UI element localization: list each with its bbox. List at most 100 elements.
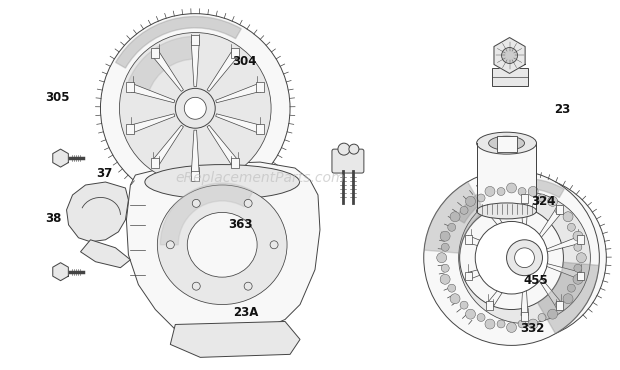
Circle shape — [555, 301, 563, 309]
Polygon shape — [216, 84, 260, 103]
Circle shape — [443, 176, 606, 339]
Circle shape — [577, 253, 587, 263]
Circle shape — [567, 223, 575, 231]
Circle shape — [349, 144, 359, 154]
Circle shape — [502, 47, 518, 64]
Wedge shape — [456, 178, 564, 223]
Circle shape — [563, 294, 573, 304]
Wedge shape — [424, 182, 485, 253]
Wedge shape — [466, 195, 525, 243]
Wedge shape — [116, 17, 241, 68]
Ellipse shape — [489, 136, 525, 150]
Polygon shape — [53, 149, 68, 167]
Circle shape — [567, 284, 575, 292]
FancyBboxPatch shape — [256, 124, 264, 134]
Polygon shape — [488, 273, 514, 306]
Polygon shape — [521, 278, 528, 316]
Ellipse shape — [145, 165, 299, 199]
Text: 38: 38 — [45, 212, 61, 225]
FancyBboxPatch shape — [151, 158, 159, 168]
Circle shape — [518, 188, 526, 195]
Circle shape — [423, 170, 600, 346]
FancyBboxPatch shape — [126, 82, 135, 92]
Circle shape — [440, 274, 450, 284]
Circle shape — [450, 294, 460, 304]
Circle shape — [448, 223, 456, 231]
Text: 23: 23 — [554, 103, 570, 116]
Polygon shape — [191, 42, 199, 87]
Circle shape — [547, 309, 557, 319]
Circle shape — [538, 313, 546, 322]
Circle shape — [466, 309, 476, 319]
Polygon shape — [131, 114, 175, 132]
FancyBboxPatch shape — [486, 205, 493, 214]
Polygon shape — [543, 263, 580, 279]
Circle shape — [574, 264, 582, 272]
Polygon shape — [216, 114, 260, 132]
Text: 305: 305 — [45, 91, 69, 104]
Polygon shape — [488, 209, 514, 242]
FancyBboxPatch shape — [486, 301, 493, 310]
Circle shape — [485, 186, 495, 196]
Wedge shape — [161, 183, 253, 245]
Polygon shape — [191, 130, 199, 175]
Text: 324: 324 — [531, 195, 556, 208]
Circle shape — [507, 240, 542, 276]
Circle shape — [497, 188, 505, 195]
Circle shape — [441, 243, 450, 251]
Circle shape — [166, 241, 174, 249]
Circle shape — [507, 323, 516, 332]
Polygon shape — [153, 52, 184, 91]
Ellipse shape — [187, 212, 257, 277]
Polygon shape — [131, 84, 175, 103]
Circle shape — [440, 231, 450, 241]
Circle shape — [485, 319, 495, 329]
Circle shape — [192, 282, 200, 290]
Circle shape — [466, 196, 476, 206]
Circle shape — [518, 320, 526, 328]
Polygon shape — [494, 38, 525, 73]
Ellipse shape — [477, 132, 536, 154]
Text: 332: 332 — [520, 322, 545, 335]
Text: eReplacementParts.com: eReplacementParts.com — [175, 171, 345, 185]
Polygon shape — [126, 162, 320, 339]
Polygon shape — [535, 273, 561, 306]
Circle shape — [436, 253, 446, 263]
FancyBboxPatch shape — [231, 48, 239, 58]
Text: 23A: 23A — [232, 306, 258, 319]
Wedge shape — [128, 36, 195, 91]
Polygon shape — [469, 263, 506, 279]
Circle shape — [528, 319, 538, 329]
Circle shape — [515, 248, 534, 268]
FancyBboxPatch shape — [497, 136, 516, 152]
Wedge shape — [538, 262, 599, 334]
Circle shape — [184, 97, 206, 119]
Polygon shape — [53, 263, 68, 280]
Circle shape — [100, 14, 290, 203]
Circle shape — [448, 284, 456, 292]
FancyBboxPatch shape — [464, 235, 472, 244]
Circle shape — [497, 320, 505, 328]
Circle shape — [538, 194, 546, 202]
Circle shape — [555, 206, 563, 214]
Text: 37: 37 — [97, 167, 113, 180]
Polygon shape — [535, 209, 561, 242]
Circle shape — [460, 206, 468, 214]
Circle shape — [475, 222, 548, 294]
Text: 455: 455 — [523, 273, 548, 287]
FancyBboxPatch shape — [477, 143, 536, 211]
FancyBboxPatch shape — [151, 48, 159, 58]
FancyBboxPatch shape — [231, 158, 239, 168]
FancyBboxPatch shape — [492, 68, 528, 86]
Ellipse shape — [477, 203, 536, 219]
FancyBboxPatch shape — [577, 272, 585, 280]
Circle shape — [270, 241, 278, 249]
Circle shape — [574, 243, 582, 251]
FancyBboxPatch shape — [521, 194, 528, 203]
FancyBboxPatch shape — [577, 235, 585, 244]
Circle shape — [573, 231, 583, 241]
FancyBboxPatch shape — [332, 149, 364, 173]
FancyBboxPatch shape — [521, 312, 528, 322]
Polygon shape — [207, 52, 237, 91]
FancyBboxPatch shape — [126, 124, 135, 134]
